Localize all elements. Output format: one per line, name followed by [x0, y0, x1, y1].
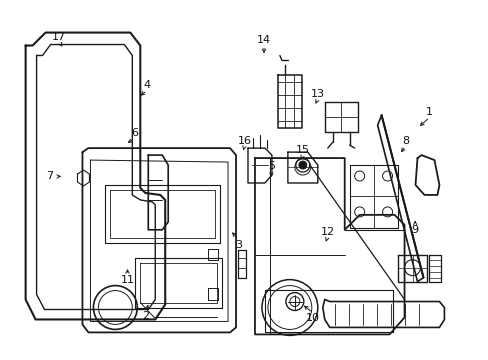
Text: 14: 14	[256, 35, 270, 45]
Text: 2: 2	[142, 311, 149, 321]
Text: 10: 10	[305, 313, 319, 323]
Ellipse shape	[298, 161, 306, 169]
Text: 8: 8	[401, 136, 408, 145]
Text: 12: 12	[320, 227, 334, 237]
Text: 1: 1	[426, 107, 432, 117]
Text: 15: 15	[295, 144, 309, 154]
Text: 3: 3	[235, 239, 242, 249]
Text: 6: 6	[131, 129, 138, 138]
Text: 7: 7	[46, 171, 53, 181]
Text: 11: 11	[120, 275, 134, 285]
Text: 4: 4	[143, 80, 150, 90]
Text: 13: 13	[310, 89, 324, 99]
Text: 5: 5	[267, 161, 274, 171]
Text: 17: 17	[52, 32, 66, 41]
Text: 16: 16	[237, 136, 251, 145]
Text: 9: 9	[411, 225, 418, 235]
